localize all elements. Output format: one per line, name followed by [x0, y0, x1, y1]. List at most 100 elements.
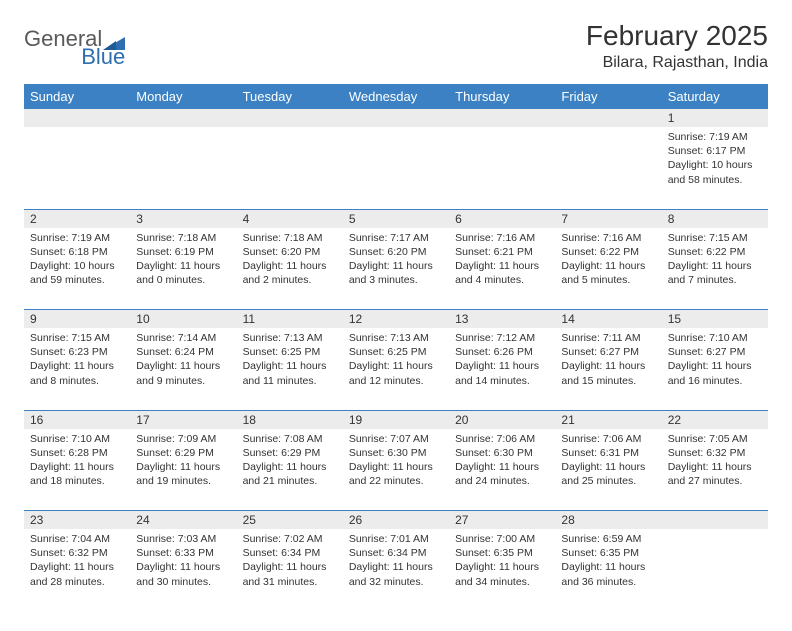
- day-number: [555, 109, 661, 127]
- sunset-text: Sunset: 6:25 PM: [349, 345, 443, 359]
- sunrise-text: Sunrise: 7:16 AM: [561, 231, 655, 245]
- day-content: Sunrise: 7:02 AMSunset: 6:34 PMDaylight:…: [243, 532, 337, 589]
- daylight-text: and 12 minutes.: [349, 374, 443, 388]
- day-number: 17: [130, 410, 236, 429]
- day-content: Sunrise: 7:10 AMSunset: 6:27 PMDaylight:…: [668, 331, 762, 388]
- sunset-text: Sunset: 6:35 PM: [455, 546, 549, 560]
- daylight-text: Daylight: 11 hours: [668, 460, 762, 474]
- weekday-header: Wednesday: [343, 84, 449, 109]
- header: GeneralBlue February 2025 Bilara, Rajast…: [24, 20, 768, 72]
- day-cell: Sunrise: 7:03 AMSunset: 6:33 PMDaylight:…: [130, 529, 236, 611]
- sunrise-text: Sunrise: 7:03 AM: [136, 532, 230, 546]
- day-content: Sunrise: 7:12 AMSunset: 6:26 PMDaylight:…: [455, 331, 549, 388]
- location: Bilara, Rajasthan, India: [586, 54, 768, 72]
- sunrise-text: Sunrise: 7:00 AM: [455, 532, 549, 546]
- daylight-text: Daylight: 11 hours: [561, 359, 655, 373]
- sunrise-text: Sunrise: 7:13 AM: [349, 331, 443, 345]
- day-cell: Sunrise: 7:10 AMSunset: 6:28 PMDaylight:…: [24, 429, 130, 511]
- day-content: Sunrise: 7:01 AMSunset: 6:34 PMDaylight:…: [349, 532, 443, 589]
- day-number: [662, 511, 768, 530]
- sunrise-text: Sunrise: 7:11 AM: [561, 331, 655, 345]
- day-content: Sunrise: 7:16 AMSunset: 6:22 PMDaylight:…: [561, 231, 655, 288]
- day-content: Sunrise: 7:16 AMSunset: 6:21 PMDaylight:…: [455, 231, 549, 288]
- day-content: Sunrise: 7:18 AMSunset: 6:20 PMDaylight:…: [243, 231, 337, 288]
- daylight-text: and 21 minutes.: [243, 474, 337, 488]
- sunrise-text: Sunrise: 7:10 AM: [668, 331, 762, 345]
- daylight-text: and 27 minutes.: [668, 474, 762, 488]
- daylight-text: Daylight: 11 hours: [243, 259, 337, 273]
- title-block: February 2025 Bilara, Rajasthan, India: [586, 20, 768, 72]
- day-number: 24: [130, 511, 236, 530]
- daylight-text: Daylight: 11 hours: [455, 259, 549, 273]
- sunset-text: Sunset: 6:31 PM: [561, 446, 655, 460]
- sunrise-text: Sunrise: 7:07 AM: [349, 432, 443, 446]
- day-content: Sunrise: 7:11 AMSunset: 6:27 PMDaylight:…: [561, 331, 655, 388]
- daylight-text: and 34 minutes.: [455, 575, 549, 589]
- day-number: 8: [662, 209, 768, 228]
- sunrise-text: Sunrise: 7:18 AM: [136, 231, 230, 245]
- day-number: 27: [449, 511, 555, 530]
- day-content: Sunrise: 7:19 AMSunset: 6:18 PMDaylight:…: [30, 231, 124, 288]
- month-title: February 2025: [586, 20, 768, 52]
- sunset-text: Sunset: 6:17 PM: [668, 144, 762, 158]
- sunset-text: Sunset: 6:34 PM: [243, 546, 337, 560]
- day-number: 6: [449, 209, 555, 228]
- day-content: Sunrise: 7:09 AMSunset: 6:29 PMDaylight:…: [136, 432, 230, 489]
- weekday-header: Saturday: [662, 84, 768, 109]
- daylight-text: Daylight: 11 hours: [243, 460, 337, 474]
- day-cell: Sunrise: 7:19 AMSunset: 6:17 PMDaylight:…: [662, 127, 768, 209]
- calendar-table: Sunday Monday Tuesday Wednesday Thursday…: [24, 84, 768, 611]
- day-number: 4: [237, 209, 343, 228]
- day-cell: [449, 127, 555, 209]
- day-number: 16: [24, 410, 130, 429]
- daylight-text: Daylight: 11 hours: [243, 560, 337, 574]
- daylight-text: and 3 minutes.: [349, 273, 443, 287]
- day-content: Sunrise: 7:18 AMSunset: 6:19 PMDaylight:…: [136, 231, 230, 288]
- daylight-text: Daylight: 11 hours: [136, 460, 230, 474]
- day-content: Sunrise: 7:06 AMSunset: 6:31 PMDaylight:…: [561, 432, 655, 489]
- day-content: Sunrise: 7:17 AMSunset: 6:20 PMDaylight:…: [349, 231, 443, 288]
- day-number: 14: [555, 310, 661, 329]
- weekday-header: Sunday: [24, 84, 130, 109]
- daylight-text: and 24 minutes.: [455, 474, 549, 488]
- day-content: Sunrise: 7:14 AMSunset: 6:24 PMDaylight:…: [136, 331, 230, 388]
- daylight-text: Daylight: 11 hours: [668, 359, 762, 373]
- daylight-text: and 30 minutes.: [136, 575, 230, 589]
- day-number: 12: [343, 310, 449, 329]
- sunset-text: Sunset: 6:21 PM: [455, 245, 549, 259]
- sunrise-text: Sunrise: 7:18 AM: [243, 231, 337, 245]
- sunrise-text: Sunrise: 7:10 AM: [30, 432, 124, 446]
- weekday-header-row: Sunday Monday Tuesday Wednesday Thursday…: [24, 84, 768, 109]
- daylight-text: and 25 minutes.: [561, 474, 655, 488]
- day-number: [449, 109, 555, 127]
- day-number: 9: [24, 310, 130, 329]
- sunrise-text: Sunrise: 7:08 AM: [243, 432, 337, 446]
- sunrise-text: Sunrise: 7:15 AM: [30, 331, 124, 345]
- day-number-row: 1: [24, 109, 768, 127]
- daylight-text: Daylight: 11 hours: [349, 560, 443, 574]
- day-content: Sunrise: 7:03 AMSunset: 6:33 PMDaylight:…: [136, 532, 230, 589]
- daylight-text: and 22 minutes.: [349, 474, 443, 488]
- day-number: 2: [24, 209, 130, 228]
- sunset-text: Sunset: 6:23 PM: [30, 345, 124, 359]
- daylight-text: and 4 minutes.: [455, 273, 549, 287]
- day-cell: Sunrise: 7:08 AMSunset: 6:29 PMDaylight:…: [237, 429, 343, 511]
- day-number: [237, 109, 343, 127]
- calendar-week-row: Sunrise: 7:19 AMSunset: 6:17 PMDaylight:…: [24, 127, 768, 209]
- daylight-text: Daylight: 11 hours: [455, 359, 549, 373]
- daylight-text: and 16 minutes.: [668, 374, 762, 388]
- daylight-text: Daylight: 11 hours: [561, 460, 655, 474]
- day-number-row: 2345678: [24, 209, 768, 228]
- calendar-week-row: Sunrise: 7:10 AMSunset: 6:28 PMDaylight:…: [24, 429, 768, 511]
- daylight-text: and 8 minutes.: [30, 374, 124, 388]
- day-cell: Sunrise: 7:13 AMSunset: 6:25 PMDaylight:…: [343, 328, 449, 410]
- daylight-text: Daylight: 11 hours: [455, 560, 549, 574]
- sunset-text: Sunset: 6:19 PM: [136, 245, 230, 259]
- day-number: 23: [24, 511, 130, 530]
- sunset-text: Sunset: 6:35 PM: [561, 546, 655, 560]
- daylight-text: Daylight: 10 hours: [30, 259, 124, 273]
- daylight-text: Daylight: 11 hours: [561, 259, 655, 273]
- day-number: 21: [555, 410, 661, 429]
- weekday-header: Thursday: [449, 84, 555, 109]
- sunset-text: Sunset: 6:26 PM: [455, 345, 549, 359]
